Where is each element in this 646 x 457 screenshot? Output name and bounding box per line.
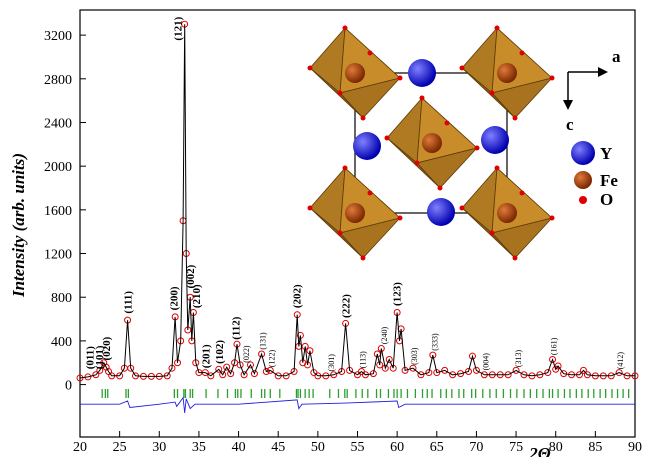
peak-label: (210) <box>191 284 203 308</box>
legend-label: Fe <box>600 171 618 190</box>
x-tick-label: 60 <box>390 440 404 455</box>
y-tick-label: 0 <box>65 379 72 394</box>
y-tick-label: 1200 <box>44 248 72 263</box>
peak-label: (412) <box>616 352 625 370</box>
peak-label: (123) <box>391 282 403 306</box>
peak-label: (020) <box>101 336 113 360</box>
legend-swatch <box>571 141 595 165</box>
octahedron <box>385 96 480 191</box>
peak-label: (131) <box>259 332 268 350</box>
x-tick-label: 85 <box>588 440 602 455</box>
arrow-head <box>563 100 573 110</box>
axis-label: c <box>566 115 574 134</box>
peak-label: (313) <box>514 349 523 367</box>
y-tick-label: 800 <box>51 291 72 306</box>
peak-label: (112) <box>230 316 242 340</box>
peak-label: (201) <box>200 344 212 368</box>
x-tick-label: 75 <box>509 440 523 455</box>
chart: Intensity (arb. units) 2Θ 20 25 30 35 40 45 50… <box>0 0 646 457</box>
peak-label: (004) <box>481 353 490 371</box>
legend-swatch <box>579 196 587 204</box>
difference-curve <box>80 398 635 413</box>
peak-label: (102) <box>214 340 226 364</box>
y-tick-label: 2800 <box>44 73 72 88</box>
peak-label: (222) <box>341 294 353 318</box>
y-atom <box>408 59 436 87</box>
octahedron <box>308 26 403 121</box>
peak-label: (240) <box>380 327 389 345</box>
legend-label: Y <box>600 144 612 163</box>
y-atom <box>427 198 455 226</box>
y-axis-title: Intensity (arb. units) <box>9 153 28 298</box>
x-axis-title: 2Θ <box>528 444 551 457</box>
y-tick-label: 2000 <box>44 160 72 175</box>
peak-label: (303) <box>410 347 419 365</box>
peak-label: (202) <box>291 284 303 308</box>
peak-label: (301) <box>327 354 336 372</box>
axis-label: a <box>612 47 621 66</box>
x-tick-label: 70 <box>469 440 483 455</box>
y-tick-label: 400 <box>51 335 72 350</box>
peak-label: (200) <box>169 286 181 310</box>
x-tick-label: 65 <box>430 440 444 455</box>
x-tick-label: 90 <box>628 440 642 455</box>
x-tick-label: 35 <box>192 440 206 455</box>
x-tick-label: 25 <box>113 440 127 455</box>
y-atom <box>353 132 381 160</box>
peak-label: (113) <box>358 351 367 368</box>
y-tick-label: 2400 <box>44 116 72 131</box>
peak-label: (121) <box>173 16 185 40</box>
x-tick-label: 45 <box>271 440 285 455</box>
y-atom <box>481 126 509 154</box>
x-tick-label: 30 <box>152 440 166 455</box>
octahedron <box>460 26 555 121</box>
arrow-head <box>598 67 608 77</box>
crystal-inset: a c Y Fe O <box>308 26 622 261</box>
peak-label: (333) <box>431 333 440 351</box>
legend-label: O <box>600 190 613 209</box>
y-tick-label: 1600 <box>44 204 72 219</box>
x-tick-label: 50 <box>311 440 325 455</box>
x-tick-label: 55 <box>351 440 365 455</box>
legend-swatch <box>574 171 592 189</box>
x-tick-label: 20 <box>73 440 87 455</box>
peak-label: (111) <box>123 291 135 314</box>
peak-label: (022) <box>242 345 251 363</box>
octahedron <box>308 166 403 261</box>
x-tick-label: 80 <box>549 440 563 455</box>
peak-label: (161) <box>550 337 559 355</box>
peak-label: (122) <box>267 349 276 367</box>
octahedron <box>460 166 555 261</box>
y-tick-label: 3200 <box>44 29 72 44</box>
x-tick-label: 40 <box>232 440 246 455</box>
